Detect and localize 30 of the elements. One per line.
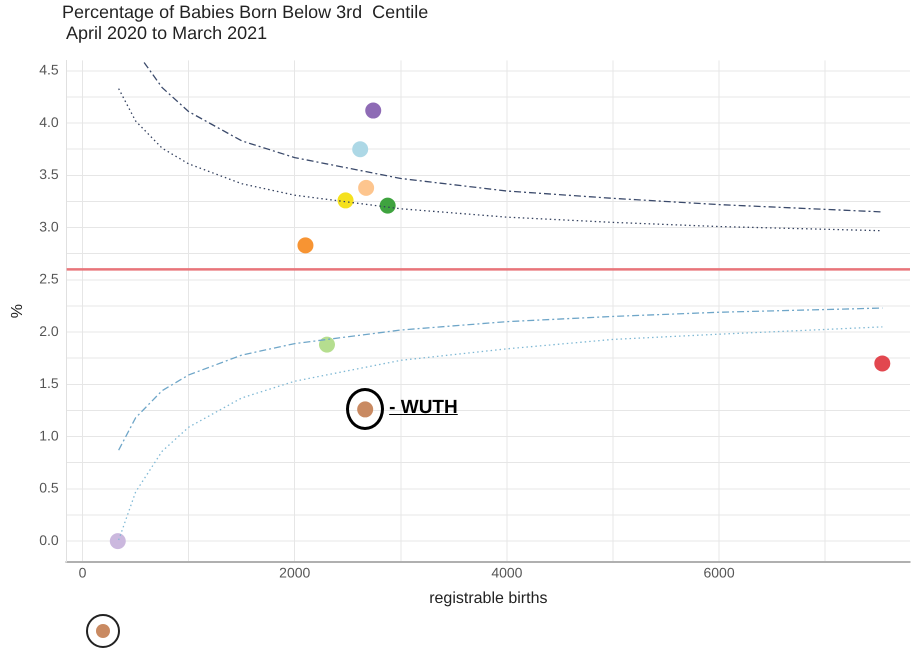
chart-subtitle: April 2020 to March 2021 — [65, 23, 268, 44]
line-series — [118, 307, 884, 451]
chart-title: Percentage of Babies Born Below 3rd Centile — [62, 2, 428, 23]
x-tick-label: 4000 — [491, 564, 523, 580]
line-series — [143, 62, 884, 213]
point — [338, 192, 354, 208]
annotation: - WUTH — [389, 397, 458, 420]
y-tick-label: 2.5 — [39, 270, 59, 287]
y-tick-label: 2.0 — [39, 322, 59, 339]
y-tick-label: 4.5 — [39, 62, 59, 78]
point — [110, 533, 126, 550]
y-tick-label: 1.5 — [39, 375, 59, 392]
text: 0.0 — [39, 532, 59, 548]
y-tick-label: 1.0 — [39, 427, 59, 444]
x-tick-label: 2000 — [279, 564, 311, 580]
point — [380, 198, 396, 214]
point — [352, 141, 368, 158]
y-axis-title: % — [9, 304, 26, 318]
x-axis-title: registrable births — [429, 590, 548, 607]
point — [365, 102, 382, 119]
point — [358, 180, 374, 196]
point — [318, 336, 335, 353]
point — [297, 237, 314, 254]
y-tick-label: 3.5 — [39, 166, 59, 182]
x-tick-label: 6000 — [703, 564, 735, 580]
y-tick-label: 0.5 — [39, 480, 59, 496]
y-tick-label: 4.0 — [39, 114, 59, 130]
y-tick-label: 3.0 — [39, 218, 59, 234]
x-tick-label: 0 — [78, 564, 87, 580]
point — [874, 355, 890, 372]
